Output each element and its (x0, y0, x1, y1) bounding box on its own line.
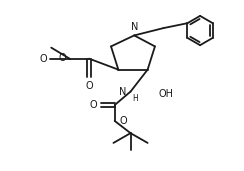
Text: H: H (132, 94, 138, 103)
Text: OH: OH (159, 89, 173, 99)
Text: O: O (85, 81, 93, 91)
Text: O: O (89, 100, 97, 110)
Text: O: O (119, 116, 127, 126)
Text: N: N (131, 23, 138, 32)
Text: O: O (58, 53, 66, 63)
Text: N: N (119, 87, 126, 97)
Text: O: O (40, 54, 47, 64)
